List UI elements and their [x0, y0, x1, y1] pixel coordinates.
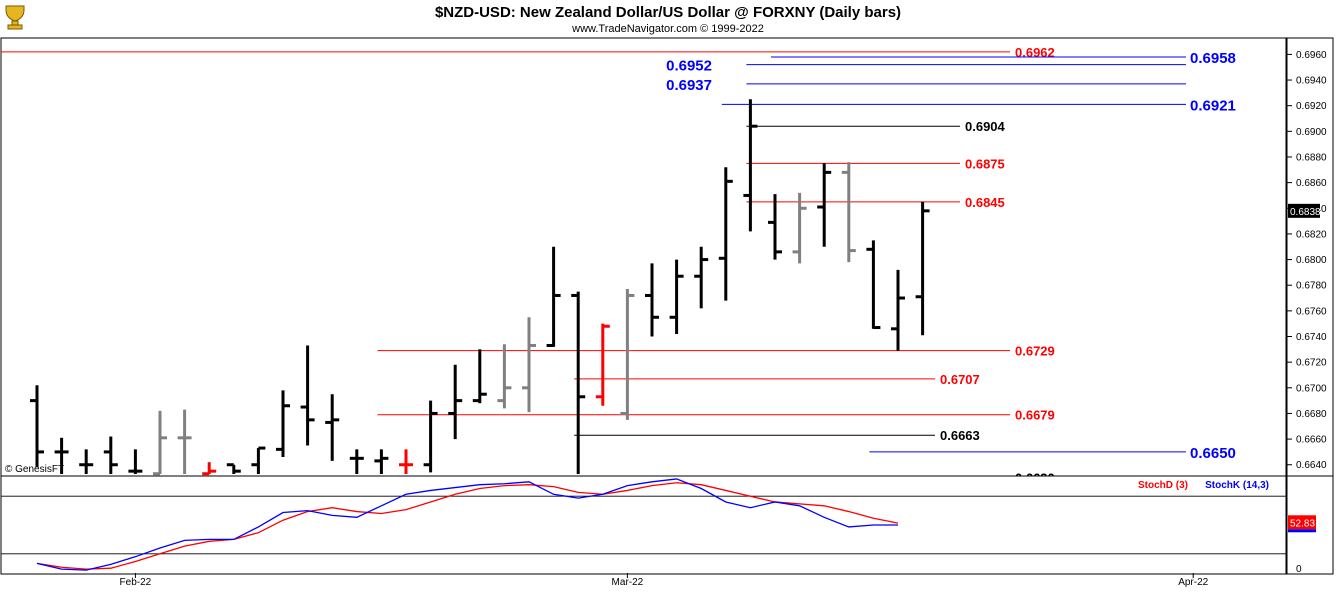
legend-stochd: StochD (3) — [1138, 480, 1188, 491]
price-axis-label: 0.6700 — [1296, 383, 1327, 394]
level-label: 0.6729 — [1015, 344, 1055, 359]
level-label: 0.6952 — [666, 58, 712, 75]
stoch-axis-label: 0 — [1296, 564, 1302, 575]
level-label: 0.6921 — [1190, 97, 1236, 114]
stoch-series-line — [36, 478, 898, 571]
level-label: 0.6845 — [965, 195, 1005, 210]
price-panel — [0, 37, 1287, 477]
level-label: 0.6663 — [940, 428, 980, 443]
price-axis-label: 0.6720 — [1296, 358, 1327, 369]
watermark: © GenesisFT — [5, 464, 64, 475]
price-axis-label: 0.6900 — [1296, 127, 1327, 138]
last-price-tag — [1288, 203, 1320, 218]
price-axis-label: 0.6680 — [1296, 409, 1327, 420]
trophy-logo-icon — [5, 5, 25, 30]
level-label: 0.6937 — [666, 77, 712, 94]
x-axis-label: Feb-22 — [120, 577, 152, 588]
level-label: 0.6679 — [1015, 408, 1055, 423]
price-axis-label: 0.6640 — [1296, 460, 1327, 471]
x-axis-label: Apr-22 — [1178, 577, 1208, 588]
x-axis: Feb-22 Mar-22 Apr-22 — [120, 573, 1209, 588]
level-label: 0.6707 — [940, 372, 980, 387]
x-axis-label: Mar-22 — [612, 577, 644, 588]
last-price-value: 0.6838 — [1290, 207, 1321, 218]
price-axis-label: 0.6960 — [1296, 50, 1327, 61]
legend-stochk: StochK (14,3) — [1205, 480, 1269, 491]
level-label: 0.6875 — [965, 156, 1005, 171]
price-axis — [1286, 37, 1334, 477]
price-axis-label: 0.6820 — [1296, 229, 1327, 240]
stoch-series-line — [36, 482, 899, 570]
last-stoch-tag-k — [1288, 529, 1316, 533]
price-axis-label: 0.6920 — [1296, 101, 1327, 112]
level-label: 0.6958 — [1190, 50, 1236, 67]
stoch-panel — [0, 475, 1287, 575]
price-axis-label: 0.6740 — [1296, 332, 1327, 343]
price-axis-label: 0.6800 — [1296, 255, 1327, 266]
price-axis-label: 0.6880 — [1296, 152, 1327, 163]
level-label: 0.6962 — [1015, 45, 1055, 60]
price-axis-label: 0.6940 — [1296, 76, 1327, 87]
chart-title: $NZD-USD: New Zealand Dollar/US Dollar @… — [435, 4, 901, 21]
price-axis-label: 0.6760 — [1296, 306, 1327, 317]
level-label: 0.6650 — [1190, 445, 1236, 462]
last-stoch-value: 52.83 — [1290, 518, 1315, 529]
price-axis-label: 0.6780 — [1296, 281, 1327, 292]
chart-subtitle: www.TradeNavigator.com © 1999-2022 — [571, 23, 764, 35]
price-axis-label: 0.6860 — [1296, 178, 1327, 189]
stoch-layer: 052.83 — [1, 478, 1316, 575]
price-axis-label: 0.6660 — [1296, 435, 1327, 446]
last-stoch-tag — [1288, 515, 1316, 530]
level-label: 0.6904 — [965, 119, 1006, 134]
price-layer: 0.6960 0.6940 0.6920 0.6900 0.6880 0.6860 0.68… — [1, 45, 1327, 486]
